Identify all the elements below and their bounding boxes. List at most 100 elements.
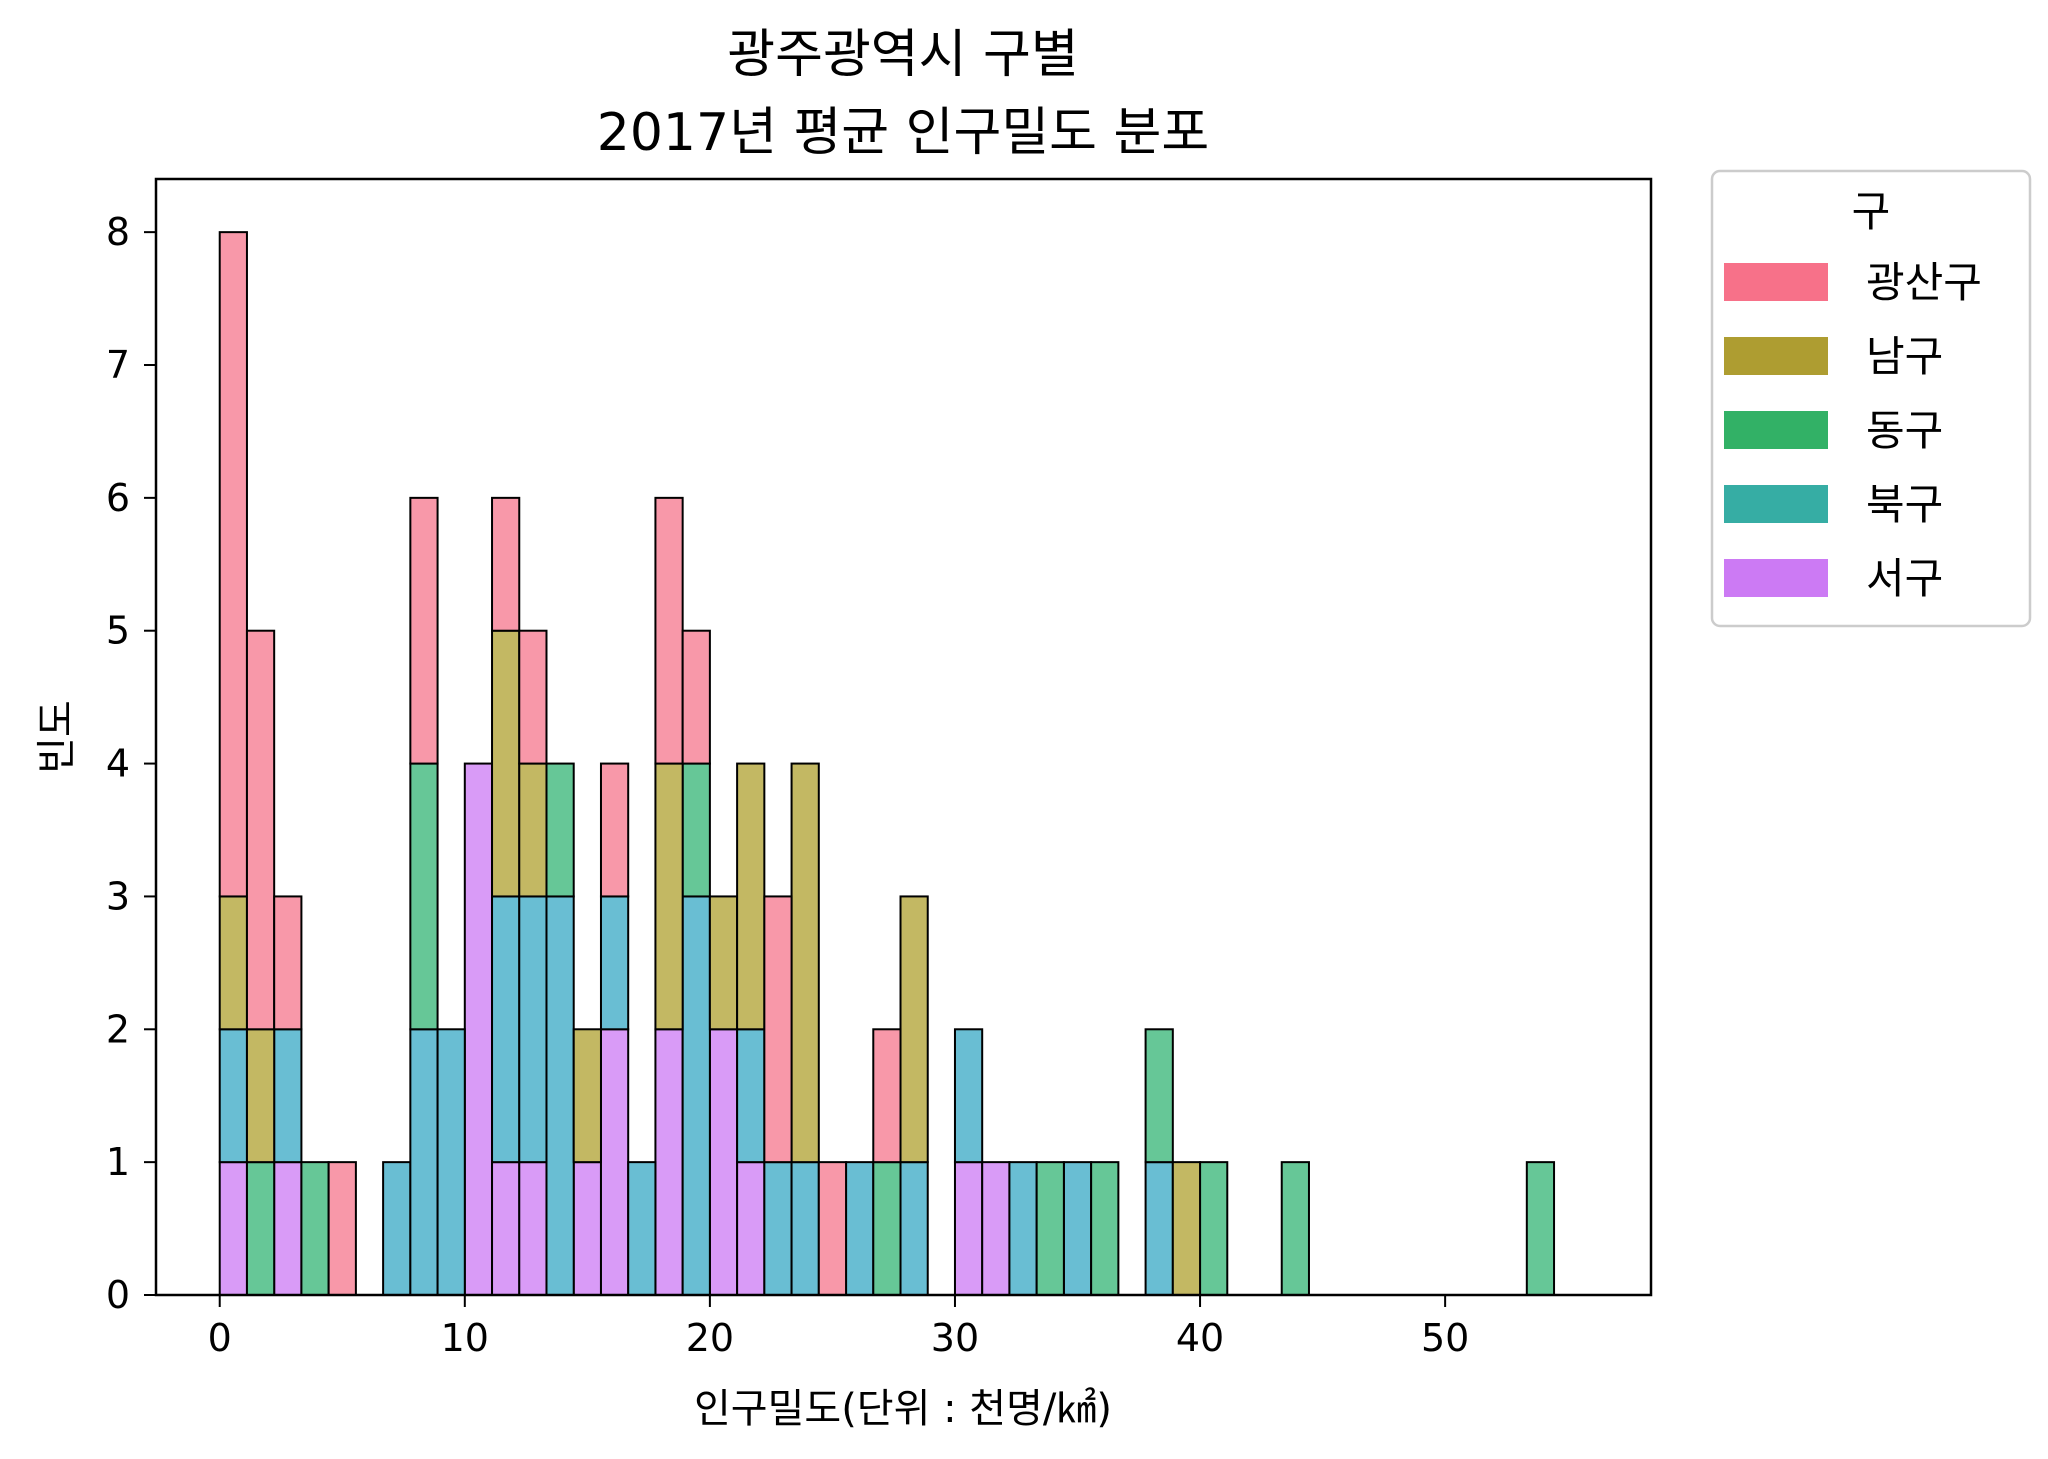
x-tick-label-40: 40 [1176,1316,1224,1360]
bar-segment-동구-bin-34 [1144,1028,1174,1164]
bar-segment-서구-bin-9 [463,762,494,1296]
y-tick-label-7: 7 [106,343,130,387]
bar-segment-북구-bin-10 [491,895,521,1164]
bar-segment-서구-bin-13 [572,1161,602,1296]
bar-segment-북구-bin-25 [899,1161,929,1296]
bar-segment-북구-bin-12 [545,895,575,1297]
bar-segment-북구-bin-6 [382,1161,412,1296]
bar-segment-남구-bin-18 [708,895,739,1031]
bar-segment-남구-bin-16 [654,762,684,1031]
bar-segment-광산구-bin-11 [518,629,548,765]
legend-swatch-남구 [1724,337,1828,375]
bar-segment-북구-bin-17 [681,895,711,1297]
bar-segment-북구-bin-8 [436,1028,466,1297]
legend-swatch-서구 [1724,559,1828,597]
bar-segment-동구-bin-3 [300,1161,330,1296]
y-tick-label-0: 0 [106,1273,130,1317]
bar-segment-광산구-bin-20 [763,895,793,1164]
legend-label-북구: 북구 [1866,480,1943,529]
x-tick-label-30: 30 [931,1316,979,1360]
bar-segment-남구-bin-13 [572,1028,602,1164]
bar-segment-광산구-bin-16 [654,496,684,765]
bar-segment-동구-bin-7 [409,762,439,1031]
bar-segment-남구-bin-0 [218,895,248,1031]
y-tick-label-6: 6 [106,476,130,520]
x-tick-label-50: 50 [1421,1316,1469,1360]
bar-segment-북구-bin-20 [763,1161,793,1296]
bar-segment-서구-bin-11 [518,1161,548,1296]
y-tick-label-2: 2 [106,1007,130,1051]
bar-segment-남구-bin-11 [518,762,548,898]
bar-segment-동구-bin-32 [1090,1161,1120,1296]
legend-swatch-북구 [1724,485,1828,523]
bar-segment-동구-bin-17 [681,762,711,898]
y-tick-label-8: 8 [106,210,130,254]
legend-label-광산구: 광산구 [1866,258,1982,307]
y-tick-label-1: 1 [106,1140,130,1184]
plot-frame [154,177,1653,1297]
bar-segment-북구-bin-2 [273,1028,303,1164]
bar-segment-북구-bin-14 [599,895,630,1031]
x-tick-label-20: 20 [686,1316,734,1360]
bar-segment-동구-bin-24 [872,1161,902,1296]
bar-segment-동구-bin-39 [1280,1161,1310,1296]
bar-segment-북구-bin-27 [953,1028,984,1164]
bar-segment-북구-bin-34 [1144,1161,1174,1296]
bar-segment-광산구-bin-7 [409,496,439,765]
bar-segment-북구-bin-0 [218,1028,248,1164]
bar-segment-광산구-bin-22 [817,1161,848,1296]
y-tick-label-3: 3 [106,874,130,918]
bar-segment-동구-bin-1 [245,1161,276,1296]
legend-label-남구: 남구 [1866,332,1943,381]
bar-segment-동구-bin-48 [1525,1161,1556,1296]
bar-segment-광산구-bin-14 [599,762,630,898]
bar-segment-서구-bin-19 [736,1161,766,1296]
bar-segment-남구-bin-21 [790,762,820,1164]
bar-segment-광산구-bin-0 [218,231,248,898]
bar-segment-동구-bin-30 [1035,1161,1065,1296]
bar-segment-남구-bin-19 [736,762,766,1031]
chart-title-line-1: 광주광역시 구별 [727,25,1078,85]
bar-segment-북구-bin-15 [627,1161,657,1296]
bar-segment-북구-bin-19 [736,1028,766,1164]
legend-label-동구: 동구 [1866,406,1943,455]
bar-segment-서구-bin-18 [708,1028,739,1297]
x-tick-label-0: 0 [208,1316,232,1360]
bar-segment-서구-bin-0 [218,1161,248,1296]
y-tick-label-5: 5 [106,609,130,653]
legend-swatch-동구 [1724,411,1828,449]
bar-segment-북구-bin-11 [518,895,548,1164]
bar-segment-광산구-bin-4 [327,1161,357,1296]
bar-segment-남구-bin-10 [491,629,521,898]
legend-label-서구: 서구 [1866,554,1943,603]
y-tick-label-4: 4 [106,742,130,786]
chart-title-line-2: 2017년 평균 인구밀도 분포 [597,103,1209,163]
legend-swatch-광산구 [1724,263,1828,301]
x-axis-label: 인구밀도(단위 : 천명/㎢) [694,1386,1112,1432]
bar-segment-광산구-bin-1 [245,629,276,1031]
bar-segment-동구-bin-36 [1199,1161,1229,1296]
ticks-layer: 0 10 20 30 40 50 0 1 2 3 4 5 6 7 8 [106,210,1469,1360]
bar-segment-동구-bin-12 [545,762,575,898]
bar-segment-남구-bin-25 [899,895,929,1164]
y-axis-label: 빈도 [34,700,80,774]
bar-segment-서구-bin-14 [599,1028,630,1297]
legend-title: 구 [1852,187,1891,236]
bar-segment-서구-bin-16 [654,1028,684,1297]
bar-segment-광산구-bin-24 [872,1028,902,1164]
bar-segment-북구-bin-23 [845,1161,875,1296]
bars-layer [218,231,1556,1297]
bar-segment-서구-bin-10 [491,1161,521,1296]
bar-segment-북구-bin-21 [790,1161,820,1296]
bar-segment-서구-bin-2 [273,1161,303,1296]
bar-segment-서구-bin-28 [981,1161,1011,1296]
bar-segment-광산구-bin-17 [681,629,711,765]
x-tick-label-10: 10 [441,1316,489,1360]
bar-segment-남구-bin-35 [1171,1161,1202,1296]
bar-segment-서구-bin-27 [953,1161,984,1296]
bar-segment-광산구-bin-10 [491,496,521,632]
bar-segment-광산구-bin-2 [273,895,303,1031]
